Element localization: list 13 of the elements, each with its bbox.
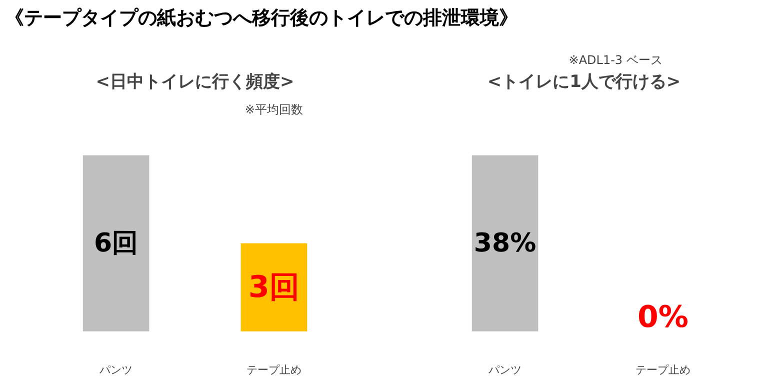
x-tick-label: テープ止め bbox=[246, 364, 302, 376]
text: ※平均回数 bbox=[244, 102, 303, 116]
data-label: 0% bbox=[637, 300, 688, 335]
text: ※ADL1-3 ベース bbox=[568, 53, 662, 68]
chart-subtitle: <トイレに1人で行ける> bbox=[487, 72, 681, 92]
data-label: 6回 bbox=[94, 228, 138, 258]
data-label: 3回 bbox=[248, 270, 300, 305]
data-label: 38% bbox=[474, 228, 536, 258]
x-tick-label: テープ止め bbox=[635, 364, 690, 376]
x-tick-label: パンツ bbox=[98, 364, 133, 376]
chart-subtitle: <日中トイレに行く頻度> bbox=[96, 72, 294, 92]
x-tick-label: パンツ bbox=[488, 364, 522, 376]
chart-title: 《テープタイプの紙おむつへ移行後のトイレでの排泄環境》 bbox=[5, 6, 518, 31]
